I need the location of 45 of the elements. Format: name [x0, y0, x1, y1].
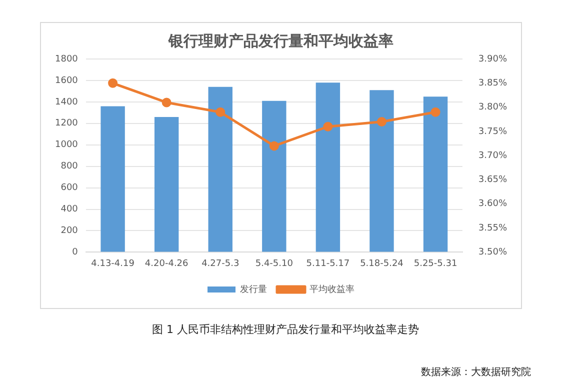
x-tick-label: 4.20-4.26 [144, 258, 189, 269]
bar [370, 90, 394, 252]
point [216, 107, 226, 117]
source-note: 数据来源：大数据研究院 [421, 366, 531, 379]
bar [262, 100, 286, 252]
chart-title: 银行理财产品发行量和平均收益率 [168, 32, 394, 50]
y-tick-label: 1600 [55, 76, 78, 86]
y2-tick-label: 3.75% [478, 126, 508, 137]
y-tick-label: 1400 [55, 97, 78, 108]
x-tick-label: 5.11-5.17 [306, 258, 350, 269]
y-tick-label: 600 [60, 183, 78, 194]
x-tick-label: 5.18-5.24 [360, 258, 404, 269]
bar [423, 96, 448, 252]
x-tick-label: 5.25-5.31 [414, 258, 458, 269]
y2-tick-label: 3.65% [478, 175, 508, 186]
y-tick-label: 800 [60, 162, 78, 172]
x-tick-label: 4.13-4.19 [91, 258, 135, 269]
bar [100, 106, 125, 252]
y-tick-label: 0 [72, 248, 78, 258]
bar [316, 82, 340, 252]
point [430, 107, 440, 117]
y2-tick-label: 3.90% [478, 54, 508, 64]
y-tick-label: 200 [60, 226, 78, 236]
x-tick-label: 4.27-5.3 [202, 258, 240, 269]
y-tick-label: 1200 [55, 118, 78, 129]
y2-tick-label: 3.60% [478, 199, 508, 210]
y-tick-label: 1800 [55, 54, 78, 64]
legend-label: 发行量 [240, 284, 267, 295]
y-tick-label: 400 [60, 204, 78, 215]
y2-tick-label: 3.80% [478, 102, 508, 113]
y2-tick-label: 3.85% [478, 78, 508, 88]
x-tick-label: 5.4-5.10 [255, 258, 294, 269]
y-tick-label: 1000 [55, 140, 78, 150]
y2-tick-label: 3.70% [478, 150, 508, 161]
bar [154, 116, 179, 252]
point [376, 117, 386, 127]
point [108, 78, 118, 88]
y2-tick-label: 3.50% [478, 248, 508, 258]
bar [208, 86, 232, 252]
point [162, 98, 172, 108]
y2-tick-label: 3.55% [478, 223, 508, 234]
point [269, 141, 279, 151]
legend-label: 平均收益率 [310, 284, 354, 295]
point [323, 122, 333, 132]
caption: 图 1 人民币非结构性理财产品发行量和平均收益率走势 [151, 322, 420, 337]
